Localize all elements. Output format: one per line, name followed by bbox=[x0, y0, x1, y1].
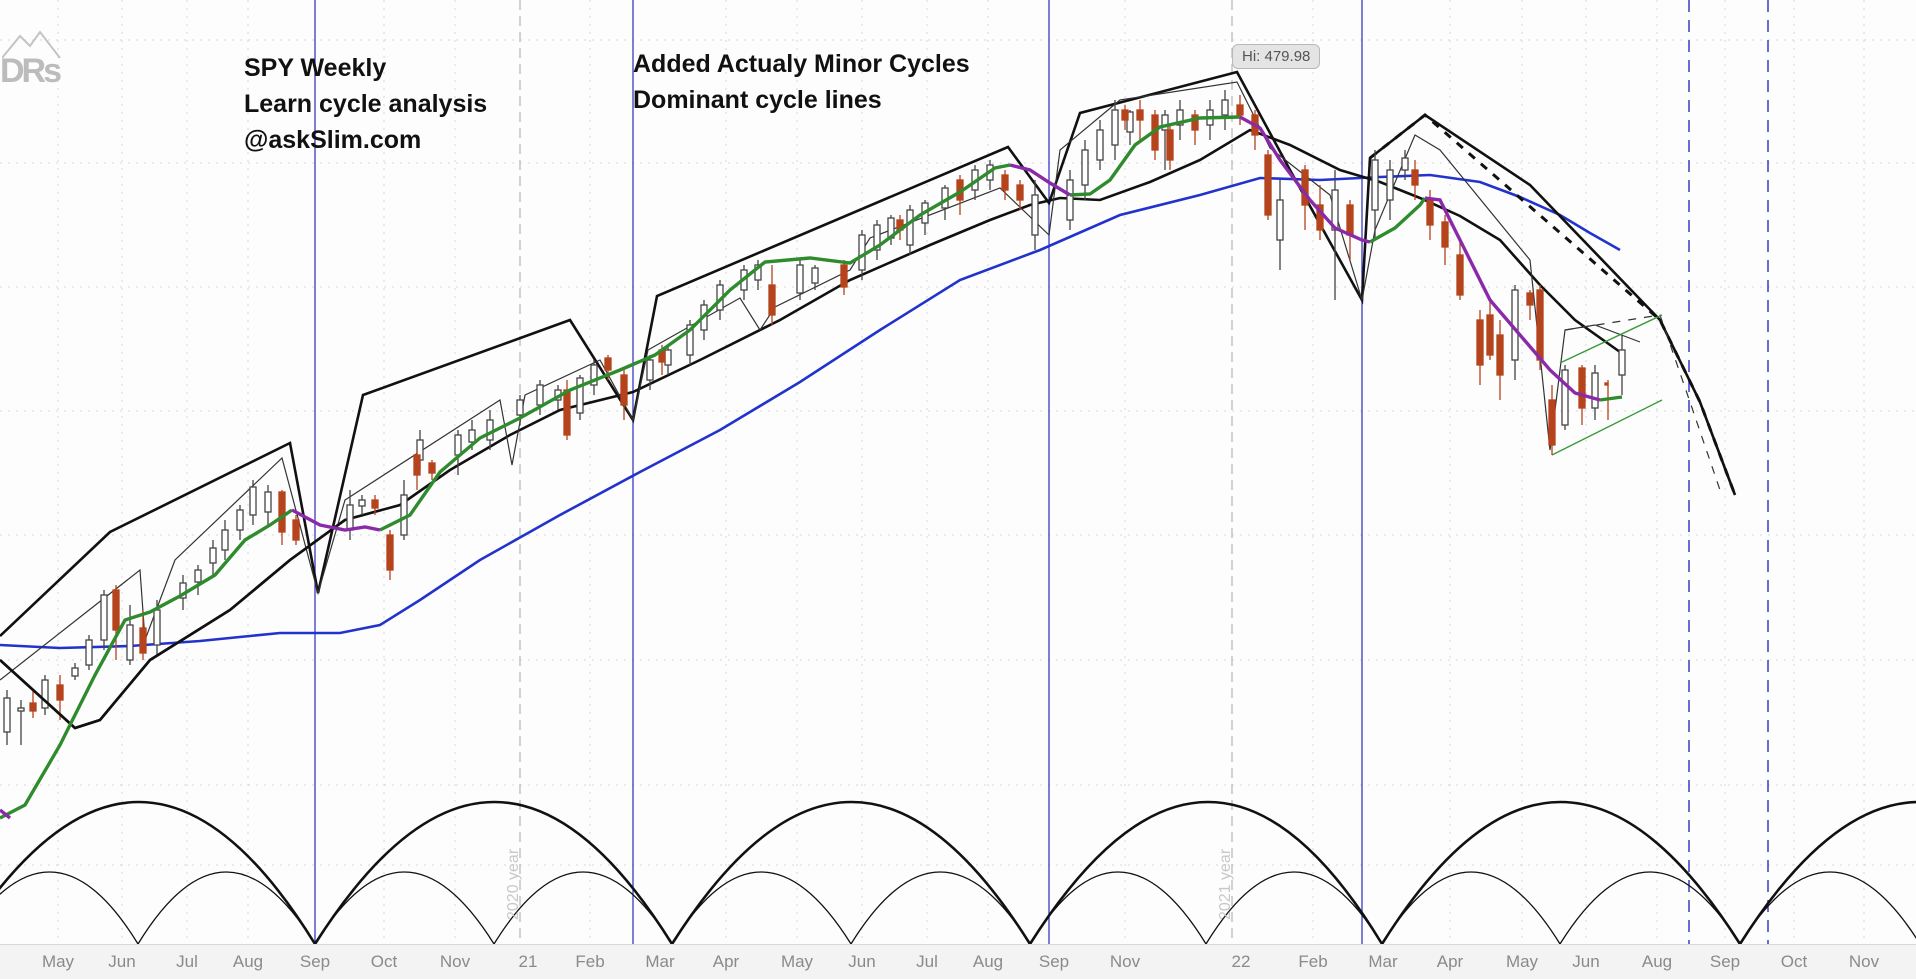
x-axis-tick-label: Oct bbox=[1780, 952, 1808, 971]
minor-cycle-arcs bbox=[0, 871, 1916, 945]
x-axis-tick-label: Sep bbox=[1038, 952, 1070, 971]
cycle-envelope-upper bbox=[0, 70, 1737, 637]
chart-title: SPY Weekly bbox=[244, 54, 387, 82]
x-axis-tick-label: 22 bbox=[1231, 952, 1251, 971]
stockcharts-logo: DRs bbox=[0, 52, 62, 90]
year-marker-2020: 2020 year bbox=[505, 848, 522, 920]
x-axis-tick-label: Mar bbox=[645, 952, 675, 971]
x-axis-tick-label: Mar bbox=[1368, 952, 1398, 971]
x-axis-tick-label: Jun bbox=[848, 952, 876, 971]
annotation-dominant-lines: Dominant cycle lines bbox=[633, 86, 882, 114]
x-axis-tick-label: Jul bbox=[916, 952, 938, 971]
annotation-minor-cycles: Added Actualy Minor Cycles bbox=[633, 50, 970, 78]
x-axis-tick-label: Aug bbox=[972, 952, 1004, 971]
dominant-cycle-arcs bbox=[0, 800, 1916, 945]
x-axis-tick-label: Nov bbox=[439, 952, 471, 971]
x-axis-tick-label: Apr bbox=[712, 952, 740, 971]
x-axis-tick-label: May bbox=[41, 952, 75, 971]
x-axis-tick-label: Aug bbox=[232, 952, 264, 971]
x-axis-tick-label: Jun bbox=[108, 952, 136, 971]
x-axis-tick-label: May bbox=[780, 952, 814, 971]
logo-mountain-icon bbox=[1, 30, 62, 65]
x-axis-tick-label: Aug bbox=[1641, 952, 1673, 971]
x-axis-tick-label: Sep bbox=[1709, 952, 1741, 971]
projected-cycle-lines bbox=[1688, 0, 1769, 944]
long-ma-line bbox=[0, 173, 1621, 650]
x-axis-tick-label: Apr bbox=[1436, 952, 1464, 971]
x-axis-tick-label: Jun bbox=[1572, 952, 1600, 971]
x-axis-tick-label: Sep bbox=[299, 952, 331, 971]
x-axis-tick-label: Feb bbox=[1298, 952, 1328, 971]
x-axis-tick-label: 21 bbox=[518, 952, 538, 971]
weekly-candles bbox=[3, 90, 1626, 745]
chart-website: @askSlim.com bbox=[244, 126, 422, 154]
minor-cycle-envelopes bbox=[0, 81, 1641, 681]
chart-subtitle: Learn cycle analysis bbox=[244, 90, 488, 118]
year-separators bbox=[519, 0, 1233, 944]
projected-channel bbox=[1564, 314, 1721, 491]
short-ma-line-purple bbox=[0, 115, 1601, 820]
x-axis-tick-label: Oct bbox=[370, 952, 398, 971]
year-marker-2021: 2021 year bbox=[1217, 848, 1234, 920]
x-axis-tick-label: Nov bbox=[1109, 952, 1141, 971]
short-ma-line-green bbox=[0, 115, 1623, 820]
x-axis-tick-label: Nov bbox=[1848, 952, 1880, 971]
high-price-label: Hi: 479.98 bbox=[1232, 44, 1321, 69]
x-axis-tick-label: Jul bbox=[176, 952, 198, 971]
cycle-envelope-lower bbox=[0, 128, 1621, 730]
dominant-cycle-lines bbox=[314, 0, 1363, 944]
medium-ma-line bbox=[0, 518, 346, 730]
price-channel bbox=[1551, 314, 1663, 456]
x-axis-tick-label: May bbox=[1505, 952, 1539, 971]
x-axis-tick-label: Feb bbox=[575, 952, 605, 971]
x-axis bbox=[0, 944, 1916, 979]
